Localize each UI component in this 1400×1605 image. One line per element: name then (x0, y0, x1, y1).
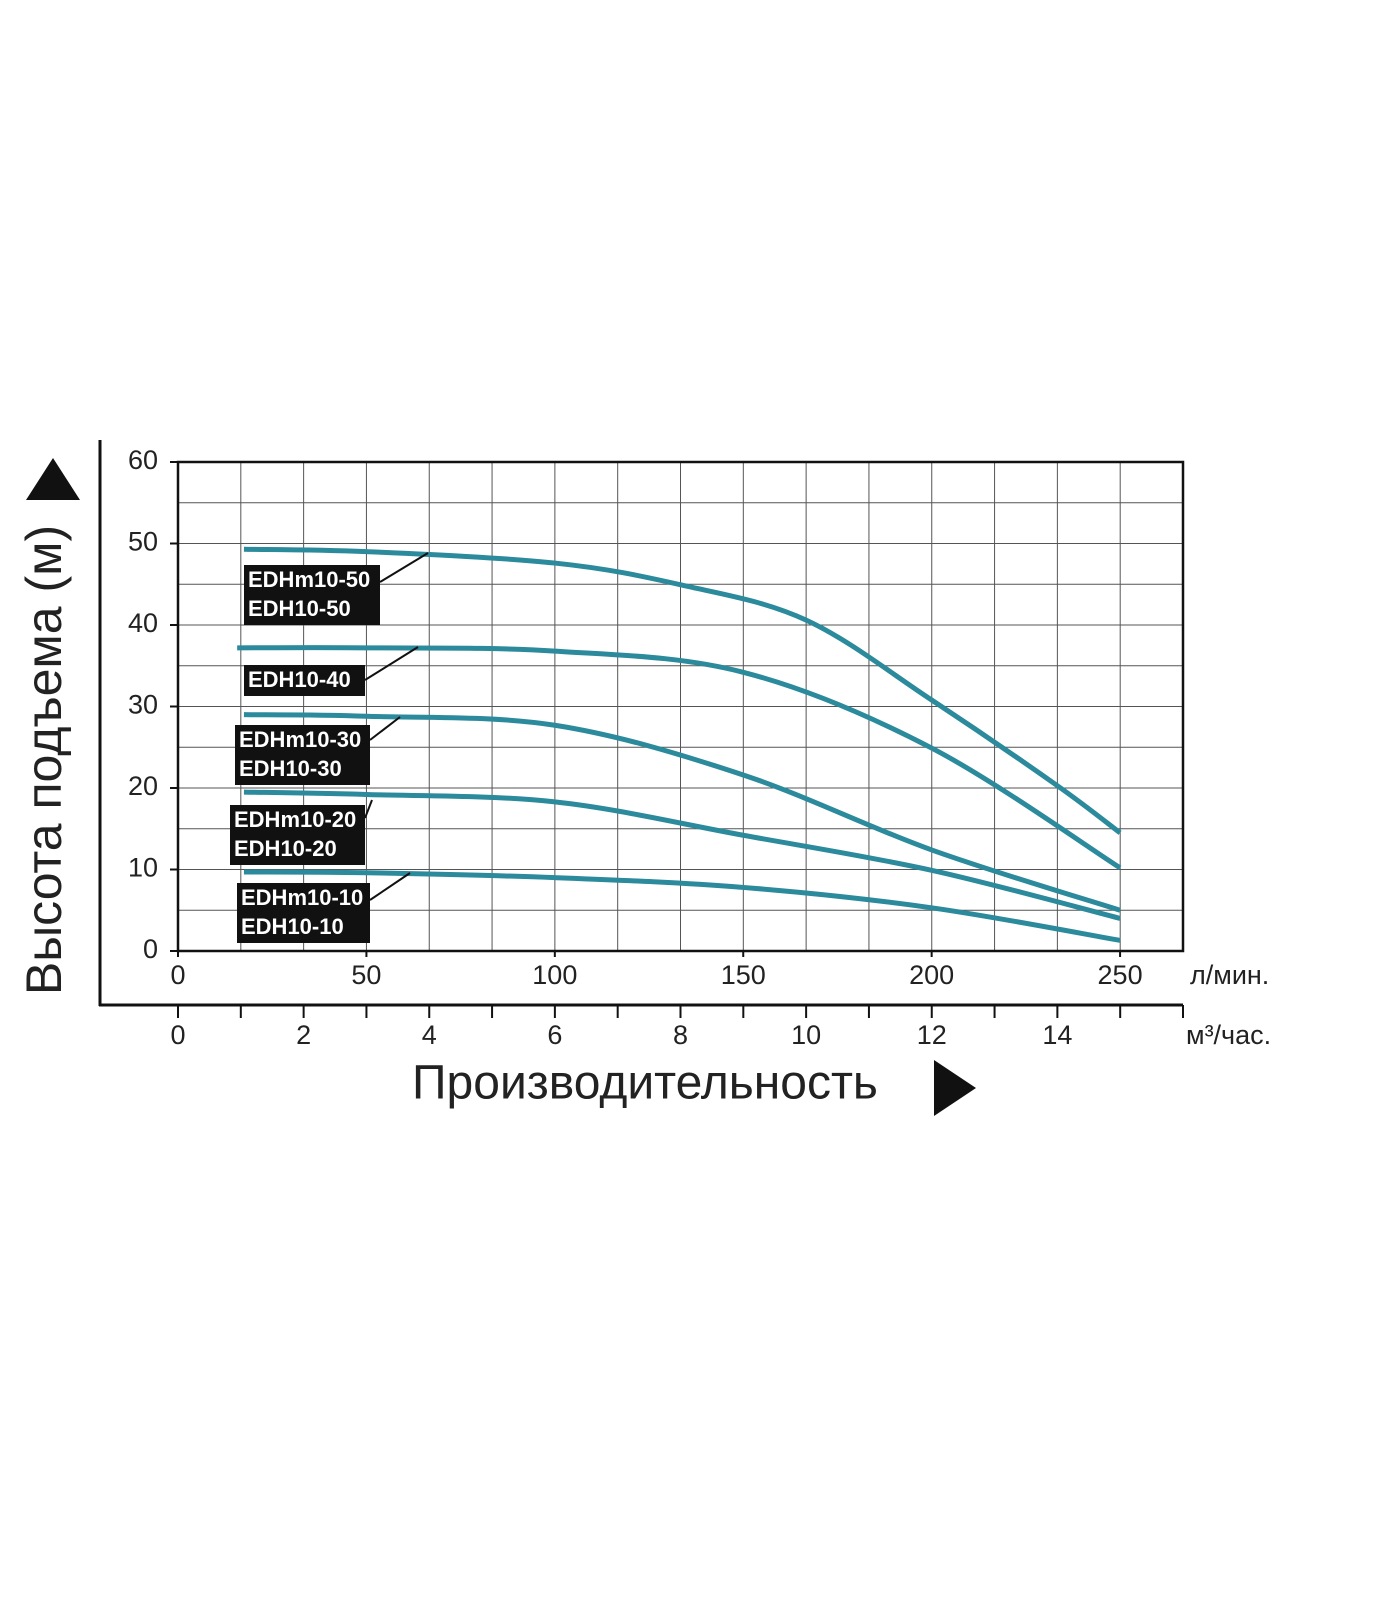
series-label: EDHm10-10 (241, 885, 363, 910)
x-tick-label: 200 (909, 960, 954, 990)
leader-line (364, 799, 373, 819)
y-arrow (26, 458, 80, 500)
series-label: EDH10-50 (248, 596, 351, 621)
series-label: EDH10-10 (241, 914, 344, 939)
x2-unit: м³/час. (1186, 1020, 1271, 1050)
label-box (237, 883, 370, 943)
x2-tick-label: 0 (170, 1020, 185, 1050)
leader-line (369, 716, 401, 741)
curve (243, 789, 1121, 921)
y-tick-label: 0 (143, 934, 158, 964)
y-tick-label: 40 (128, 608, 158, 638)
x-tick-label: 0 (170, 960, 185, 990)
curve (243, 546, 1122, 835)
y-axis-title: Высота подъема (м) (16, 525, 72, 995)
series-label: EDH10-20 (234, 836, 337, 861)
y-tick-label: 50 (128, 527, 158, 557)
x2-tick-label: 6 (547, 1020, 562, 1050)
x2-tick-label: 14 (1042, 1020, 1072, 1050)
curve (237, 645, 1122, 870)
series-label: EDH10-40 (248, 667, 351, 692)
leader-line (369, 872, 411, 901)
label-box (244, 565, 380, 625)
series-label: EDHm10-30 (239, 727, 361, 752)
label-box (244, 665, 365, 696)
y-tick-label: 20 (128, 771, 158, 801)
y-tick-label: 10 (128, 853, 158, 883)
label-box (235, 725, 370, 785)
leader-line (379, 552, 429, 583)
curve (243, 869, 1121, 943)
x-tick-label: 100 (532, 960, 577, 990)
x-axis-title: Производительность (412, 1057, 878, 1110)
x2-tick-label: 8 (673, 1020, 688, 1050)
label-box (230, 805, 365, 865)
series-label: EDH10-30 (239, 756, 342, 781)
y-tick-label: 60 (128, 445, 158, 475)
y-tick-label: 30 (128, 690, 158, 720)
series-label: EDHm10-20 (234, 807, 356, 832)
x-tick-label: 50 (351, 960, 381, 990)
x-tick-label: 250 (1098, 960, 1143, 990)
curve (243, 712, 1121, 913)
x2-tick-label: 12 (917, 1020, 947, 1050)
leader-line (364, 646, 419, 681)
x-arrow (934, 1060, 976, 1116)
x2-tick-label: 4 (422, 1020, 437, 1050)
plot-frame (176, 460, 1185, 953)
x-tick-label: 150 (721, 960, 766, 990)
x2-tick-label: 10 (791, 1020, 821, 1050)
series-label: EDHm10-50 (248, 567, 370, 592)
x2-tick-label: 2 (296, 1020, 311, 1050)
x-unit: л/мин. (1190, 960, 1269, 990)
